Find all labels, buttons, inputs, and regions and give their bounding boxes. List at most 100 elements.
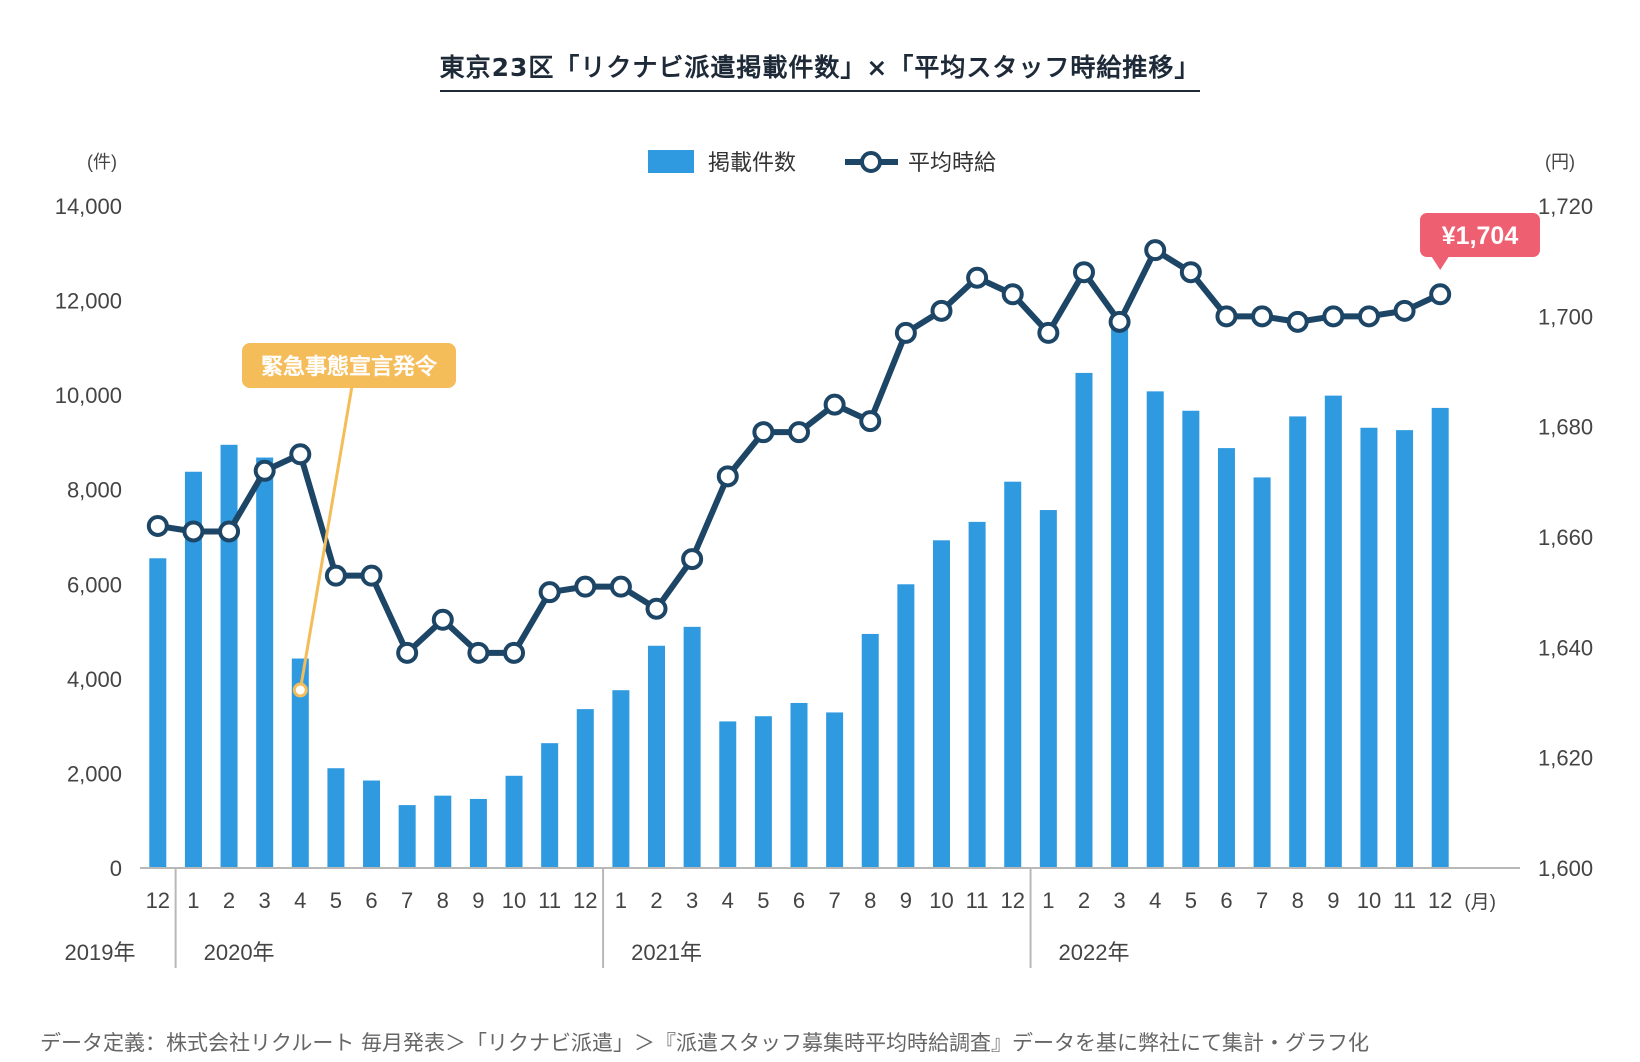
bar: [220, 444, 238, 868]
line-series: [157, 247, 1442, 656]
year-label: 2019年: [65, 940, 136, 965]
chart-title: 東京23区「リクナビ派遣掲載件数」×「平均スタッフ時給推移」: [439, 48, 1201, 92]
title-wrap: 東京23区「リクナビ派遣掲載件数」×「平均スタッフ時給推移」: [0, 48, 1640, 92]
line-point: [609, 575, 632, 598]
line-point: [1286, 310, 1309, 333]
bar: [826, 712, 844, 868]
bar: [1360, 427, 1378, 868]
bar: [719, 721, 737, 868]
x-tick-label: 4: [1149, 888, 1161, 913]
x-tick-label: 9: [900, 888, 912, 913]
bar: [184, 471, 202, 868]
right-tick-label: 1,640: [1538, 635, 1593, 660]
x-tick-label: 12: [146, 888, 170, 913]
bar: [541, 743, 559, 868]
x-tick-label: 6: [793, 888, 805, 913]
bar: [968, 521, 986, 868]
bar: [683, 626, 701, 868]
x-tick-label: 5: [757, 888, 769, 913]
bar: [1111, 321, 1129, 868]
legend-bar-swatch: [648, 150, 694, 173]
highlight-text: ¥1,704: [1442, 222, 1519, 250]
left-tick-label: 0: [110, 856, 122, 881]
line-point: [431, 608, 454, 631]
bar: [932, 540, 950, 868]
line-point: [823, 393, 846, 416]
x-tick-label: 4: [722, 888, 734, 913]
month-unit: (月): [1464, 892, 1496, 913]
line-point: [894, 321, 917, 344]
line-point: [1179, 261, 1202, 284]
left-tick-label: 6,000: [67, 572, 122, 597]
bar: [1253, 477, 1271, 868]
x-tick-label: 1: [187, 888, 199, 913]
x-tick-label: 4: [294, 888, 306, 913]
highlight-pointer: [1431, 256, 1450, 270]
right-axis-unit: (円): [1545, 152, 1575, 172]
line-point: [716, 465, 739, 488]
bar: [1324, 395, 1342, 868]
left-tick-label: 2,000: [67, 761, 122, 786]
line-point: [218, 520, 241, 543]
x-tick-label: 10: [929, 888, 953, 913]
line-point: [645, 597, 668, 620]
line-point: [574, 575, 597, 598]
right-tick-label: 1,660: [1538, 525, 1593, 550]
line-point: [788, 421, 810, 444]
left-tick-label: 14,000: [55, 194, 122, 219]
line-point: [966, 266, 989, 289]
left-axis-unit: (件): [87, 152, 117, 172]
line-point: [289, 443, 312, 466]
line-point: [1072, 261, 1095, 284]
x-tick-label: 12: [1428, 888, 1452, 913]
bar: [505, 775, 523, 868]
x-tick-label: 8: [864, 888, 876, 913]
x-tick-label: 3: [259, 888, 271, 913]
x-tick-label: 8: [1292, 888, 1304, 913]
x-tick-label: 1: [1042, 888, 1054, 913]
right-tick-label: 1,620: [1538, 746, 1593, 771]
x-tick-label: 5: [330, 888, 342, 913]
x-tick-label: 11: [538, 888, 561, 913]
callout-leader: [298, 385, 354, 691]
x-tick-label: 2: [1078, 888, 1090, 913]
line-point: [503, 641, 526, 664]
bar: [612, 690, 630, 868]
legend-line-label: 平均時給: [908, 150, 996, 175]
line-point: [1108, 310, 1131, 333]
bar: [1004, 481, 1022, 868]
line-point: [182, 520, 205, 543]
right-tick-label: 1,680: [1538, 415, 1593, 440]
year-label: 2022年: [1059, 940, 1130, 965]
bar: [1431, 407, 1449, 868]
line-point: [467, 641, 490, 664]
callout-box: [242, 343, 456, 388]
x-tick-label: 11: [966, 888, 989, 913]
legend-bar-label: 掲載件数: [708, 150, 796, 175]
x-tick-label: 9: [472, 888, 484, 913]
line-point: [1001, 283, 1024, 306]
x-tick-label: 1: [615, 888, 627, 913]
bar: [398, 805, 416, 868]
x-tick-label: 7: [828, 888, 840, 913]
bar: [790, 702, 808, 868]
bar: [1182, 410, 1200, 868]
x-tick-label: 2: [223, 888, 235, 913]
bar: [1289, 416, 1307, 868]
line-point: [681, 548, 704, 571]
source-note: データ定義：株式会社リクルート 毎月発表＞「リクナビ派遣」＞『派遣スタッフ募集時…: [40, 1031, 1370, 1055]
bar: [256, 457, 274, 868]
x-tick-label: 2: [650, 888, 662, 913]
line-point: [1037, 321, 1060, 344]
bar: [576, 709, 594, 868]
bar: [1075, 372, 1093, 868]
line-point: [1322, 305, 1345, 328]
x-tick-label: 7: [401, 888, 413, 913]
line-point: [360, 564, 383, 587]
bar: [1217, 448, 1235, 868]
right-tick-label: 1,720: [1538, 194, 1593, 219]
x-tick-label: 10: [1357, 888, 1381, 913]
x-tick-label: 3: [1113, 888, 1125, 913]
bar: [1146, 391, 1164, 868]
